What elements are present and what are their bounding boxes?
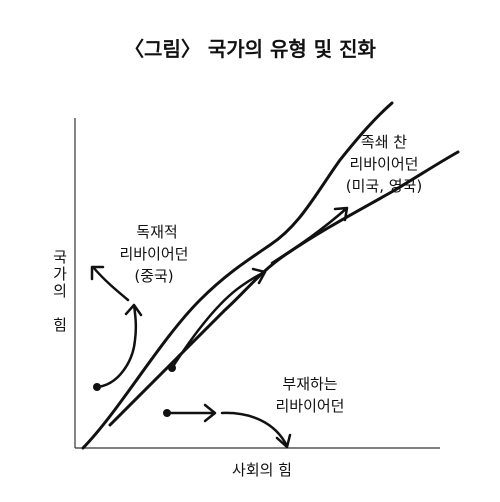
y-axis-label: 국 가 의 힘 bbox=[53, 248, 67, 334]
y-axis-label-char: 가 bbox=[53, 265, 67, 283]
shackled-label-line3: (미국, 영국) bbox=[346, 177, 422, 195]
figure-title: 〈그림〉 국가의 유형 및 진화 bbox=[124, 37, 376, 61]
y-axis-label-char: 의 bbox=[53, 282, 67, 300]
corridor-upper-boundary bbox=[81, 101, 394, 450]
despotic-path-arrow bbox=[95, 303, 143, 389]
shackled-label-line2: 리바이어던 bbox=[349, 155, 418, 173]
absent-path-arrow-curve bbox=[220, 411, 292, 449]
y-axis-label-char: 힘 bbox=[53, 316, 67, 334]
absent-leviathan-label: 부재하는 리바이어던 bbox=[275, 375, 344, 415]
absent-label-line2: 리바이어던 bbox=[275, 397, 344, 415]
shackled-path-arrow-upper bbox=[270, 206, 349, 265]
shackled-leviathan-label: 족쇄 찬 리바이어던 (미국, 영국) bbox=[346, 133, 422, 195]
despotic-up-arrow bbox=[90, 265, 130, 302]
absent-path-arrow-straight bbox=[165, 403, 217, 423]
despotic-label-line2: 리바이어던 bbox=[119, 245, 188, 263]
shackled-path-arrow-lower bbox=[170, 267, 267, 370]
x-axis-label: 사회의 힘 bbox=[232, 461, 292, 479]
absent-label-line1: 부재하는 bbox=[282, 375, 337, 393]
despotic-label-line1: 독재적 bbox=[136, 223, 177, 241]
despotic-leviathan-label: 독재적 리바이어던 (중국) bbox=[119, 223, 188, 285]
despotic-label-line3: (중국) bbox=[134, 267, 173, 285]
shackled-label-line1: 족쇄 찬 bbox=[361, 133, 407, 151]
y-axis-label-char: 국 bbox=[53, 248, 67, 266]
